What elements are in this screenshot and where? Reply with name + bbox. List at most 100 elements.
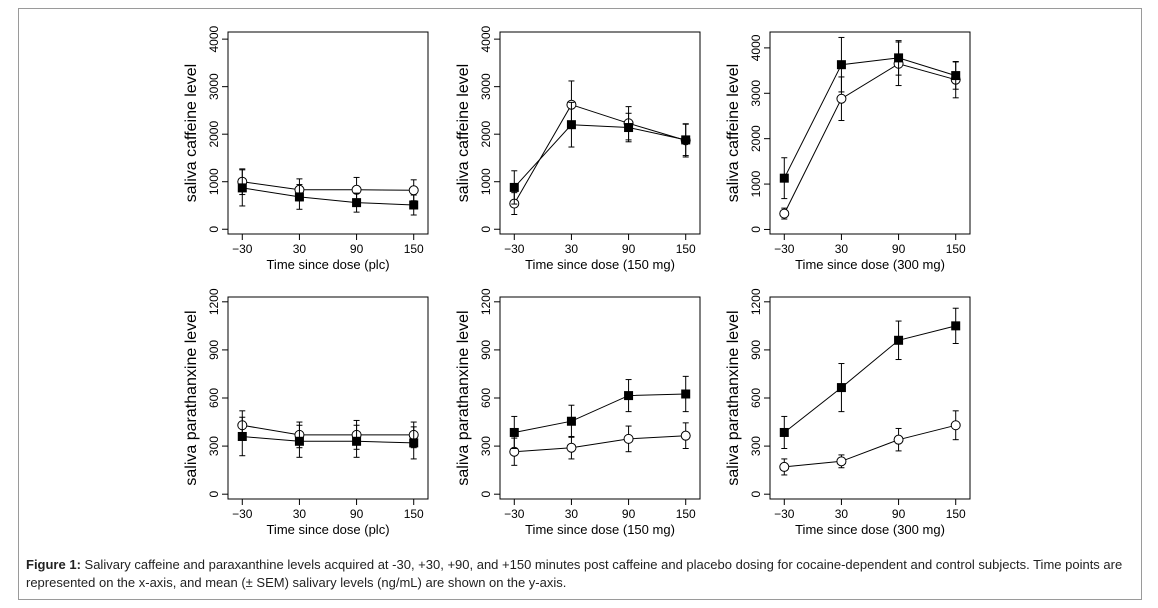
y-tick-label: 2000 <box>749 125 763 152</box>
x-tick-label: 90 <box>892 507 906 521</box>
y-tick-label: 0 <box>479 226 493 233</box>
data-point-square <box>509 182 519 192</box>
series-line-circle <box>242 424 414 436</box>
x-axis-title: Time since dose (300 mg) <box>795 257 945 272</box>
data-point-square <box>894 335 904 345</box>
y-tick-label: 0 <box>749 226 763 233</box>
y-tick-label: 300 <box>749 436 763 456</box>
data-point-square <box>237 183 247 193</box>
data-point-circle <box>680 430 691 441</box>
series-line-circle <box>514 435 686 453</box>
figure-frame <box>18 8 1142 600</box>
x-tick-label: 90 <box>350 242 364 256</box>
x-tick-label: 150 <box>676 242 696 256</box>
data-point-square <box>951 321 961 331</box>
y-tick-label: 0 <box>479 491 493 498</box>
data-point-circle <box>779 208 790 219</box>
data-point-circle <box>779 461 790 472</box>
series-line-square <box>242 187 414 206</box>
series-line-circle <box>513 104 686 204</box>
data-point-square <box>836 383 846 393</box>
data-point-square <box>624 123 634 133</box>
data-point-square <box>566 120 576 130</box>
data-point-square <box>409 438 419 448</box>
y-tick-label: 4000 <box>479 25 493 52</box>
panel-paraxanthine-plc: 0 300 600 900 1200 −30 30 90 150 Time since dose … <box>183 288 429 537</box>
y-axis-title: saliva parathanxine level <box>725 310 742 485</box>
data-point-square <box>352 436 362 446</box>
data-point-circle <box>566 442 577 453</box>
data-point-square <box>352 198 362 208</box>
y-tick-label: 2000 <box>479 121 493 148</box>
data-point-square <box>836 60 846 70</box>
data-point-circle <box>623 433 634 444</box>
x-tick-label: 150 <box>404 507 424 521</box>
x-tick-label: 150 <box>946 507 966 521</box>
x-axis-title: Time since dose (150 mg) <box>525 257 675 272</box>
data-point-square <box>294 192 304 202</box>
x-tick-label: −30 <box>774 507 795 521</box>
y-tick-label: 4000 <box>749 34 763 61</box>
y-tick-label: 3000 <box>207 73 221 100</box>
y-tick-label: 0 <box>207 226 221 233</box>
series-line-circle <box>783 63 956 214</box>
x-tick-label: 150 <box>404 242 424 256</box>
series-line-circle <box>242 181 414 191</box>
series-line-circle <box>784 424 956 468</box>
y-tick-label: 2000 <box>207 121 221 148</box>
x-tick-label: 90 <box>622 507 636 521</box>
x-axis-title: Time since dose (300 mg) <box>795 522 945 537</box>
data-point-circle <box>950 420 961 431</box>
y-tick-label: 600 <box>207 388 221 408</box>
y-tick-label: 3000 <box>749 80 763 107</box>
x-tick-label: 90 <box>892 242 906 256</box>
data-point-square <box>951 71 961 81</box>
plot-frame <box>499 296 701 500</box>
y-tick-label: 900 <box>479 340 493 360</box>
plot-frame <box>499 31 701 235</box>
data-point-square <box>681 389 691 399</box>
data-point-circle <box>408 185 419 196</box>
y-tick-label: 1200 <box>207 288 221 315</box>
x-tick-label: 90 <box>622 242 636 256</box>
x-tick-label: −30 <box>504 242 525 256</box>
plot-frame <box>227 31 429 235</box>
caption-label: Figure 1: <box>26 557 81 572</box>
x-tick-label: 30 <box>293 242 307 256</box>
data-point-square <box>779 173 789 183</box>
x-tick-label: 150 <box>946 242 966 256</box>
series-line-square <box>783 325 956 433</box>
y-tick-label: 900 <box>749 340 763 360</box>
data-point-circle <box>836 456 847 467</box>
data-point-square <box>237 431 247 441</box>
series-line-square <box>242 436 414 444</box>
data-point-square <box>409 200 419 210</box>
y-axis-title: saliva parathanxine level <box>455 310 472 485</box>
x-tick-label: 30 <box>565 242 579 256</box>
series-line-square <box>514 393 686 433</box>
y-tick-label: 600 <box>479 388 493 408</box>
y-tick-label: 1200 <box>749 288 763 315</box>
data-point-square <box>681 135 691 145</box>
x-tick-label: 30 <box>835 507 849 521</box>
y-tick-label: 4000 <box>207 25 221 52</box>
x-tick-label: −30 <box>774 242 795 256</box>
y-tick-label: 1000 <box>207 168 221 195</box>
y-axis-title: saliva caffeine level <box>183 64 200 202</box>
plot-frame <box>769 296 971 500</box>
x-tick-label: 150 <box>676 507 696 521</box>
x-tick-label: 30 <box>293 507 307 521</box>
data-point-square <box>894 53 904 63</box>
y-tick-label: 3000 <box>479 73 493 100</box>
figure-caption: Figure 1: Salivary caffeine and paraxant… <box>26 556 1138 592</box>
x-tick-label: −30 <box>232 507 253 521</box>
x-axis-title: Time since dose (plc) <box>266 257 389 272</box>
data-point-circle <box>836 93 847 104</box>
data-point-square <box>624 391 634 401</box>
x-axis-title: Time since dose (150 mg) <box>525 522 675 537</box>
x-axis-title: Time since dose (plc) <box>266 522 389 537</box>
